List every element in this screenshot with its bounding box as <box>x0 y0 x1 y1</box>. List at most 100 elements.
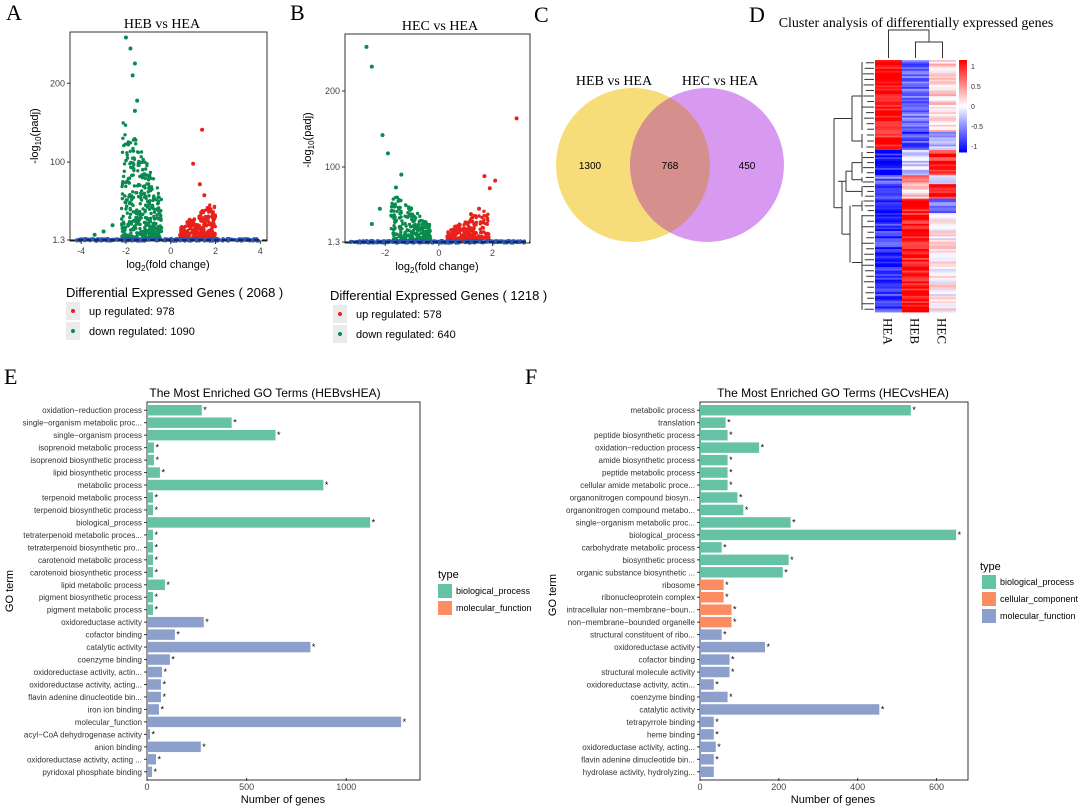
heatmap-cell <box>902 204 929 207</box>
heatmap-cell <box>929 189 956 192</box>
significance-marker: * <box>784 567 788 577</box>
data-point <box>130 73 135 78</box>
data-point <box>135 233 139 238</box>
heatmap-cell <box>929 196 956 199</box>
heatmap-cell <box>875 232 902 235</box>
data-point <box>129 231 133 235</box>
heatmap-cell <box>875 279 902 282</box>
data-point <box>393 185 398 190</box>
legend-label-down: down regulated: 640 <box>356 329 456 341</box>
heatmap-cell <box>875 74 902 77</box>
data-point <box>464 220 468 224</box>
data-point <box>114 237 119 241</box>
heatmap-cell <box>929 214 956 217</box>
data-point <box>138 232 143 237</box>
heatmap-cell <box>929 168 956 171</box>
heatmap-cell <box>902 157 929 160</box>
heatmap-cell <box>902 60 929 63</box>
significance-marker: * <box>171 655 175 665</box>
data-point <box>128 215 132 220</box>
data-point <box>197 214 201 219</box>
data-point <box>394 220 398 224</box>
data-point <box>418 228 422 232</box>
data-point <box>155 186 160 190</box>
bar <box>147 641 311 653</box>
category-label: heme binding <box>647 730 695 739</box>
heatmap-cell <box>875 281 902 284</box>
heatmap-cell <box>875 222 902 225</box>
significance-marker: * <box>176 630 180 640</box>
data-point <box>191 218 195 223</box>
plot-frame <box>69 31 268 242</box>
data-point <box>441 240 445 245</box>
heatmap-cell <box>929 232 956 235</box>
data-point <box>487 186 492 191</box>
data-point <box>146 182 150 187</box>
heatmap-cell <box>875 288 902 291</box>
bar <box>700 517 791 528</box>
heatmap-cell <box>929 304 956 307</box>
data-point <box>125 204 129 208</box>
heatmap-cell <box>875 187 902 190</box>
heatmap-cell <box>902 130 929 133</box>
data-point <box>472 225 476 230</box>
data-point <box>95 237 100 242</box>
heatmap-cell <box>929 198 956 201</box>
heatmap-cell <box>875 67 902 70</box>
scale-tick-label: -0.5 <box>971 124 983 131</box>
heatmap-cell <box>875 160 902 163</box>
category-label: structural constituent of ribo... <box>590 631 695 640</box>
legend-title: type <box>980 561 1001 573</box>
data-point <box>119 206 124 211</box>
data-point <box>142 191 146 196</box>
heatmap-cell <box>902 281 929 284</box>
heatmap-cell <box>875 81 902 84</box>
data-point <box>203 233 207 237</box>
heatmap-cell <box>929 292 956 295</box>
heatmap-cell <box>902 90 929 93</box>
heatmap-cell <box>929 310 956 313</box>
data-point <box>139 238 143 242</box>
data-point <box>398 211 402 216</box>
heatmap-cell <box>929 182 956 185</box>
data-point <box>190 223 195 228</box>
category-label: catalytic activity <box>86 643 142 652</box>
heatmap-cell <box>875 231 902 234</box>
legend-key-bp <box>982 575 996 589</box>
bar <box>700 554 789 566</box>
heatmap-cell <box>929 281 956 284</box>
heatmap-cell <box>875 198 902 201</box>
bar <box>700 729 714 740</box>
legend-label-mf: molecular_function <box>1000 611 1076 621</box>
data-point <box>155 238 159 242</box>
heatmap-cell <box>875 250 902 253</box>
heatmap-cell <box>929 249 956 252</box>
data-point <box>399 215 403 219</box>
legend-title: Differential Expressed Genes ( 1218 ) <box>330 288 547 303</box>
data-point <box>138 226 142 231</box>
data-point <box>208 203 212 207</box>
data-point <box>134 215 138 220</box>
significance-marker: * <box>739 493 743 503</box>
significance-marker: * <box>792 517 796 527</box>
heatmap-cell <box>929 63 956 66</box>
heatmap-cell <box>929 72 956 75</box>
data-point <box>149 206 154 210</box>
category-label: carbohydrate metabolic process <box>582 543 695 552</box>
data-point <box>98 237 103 242</box>
data-point <box>493 178 498 183</box>
heatmap-cell <box>875 310 902 313</box>
bar <box>700 604 732 615</box>
data-point <box>133 218 137 223</box>
cluster-heatmap: Cluster analysis of differentially expre… <box>779 16 1054 345</box>
heatmap-cell <box>875 79 902 82</box>
heatmap-cell <box>929 88 956 91</box>
scale-step <box>959 129 967 132</box>
category-label: carotenoid metabolic process <box>38 556 142 565</box>
heatmap-cell <box>929 231 956 234</box>
heatmap-cell <box>902 290 929 293</box>
data-point <box>121 180 125 184</box>
data-point <box>411 228 416 233</box>
heatmap-cell <box>902 209 929 212</box>
heatmap-cell <box>902 87 929 90</box>
